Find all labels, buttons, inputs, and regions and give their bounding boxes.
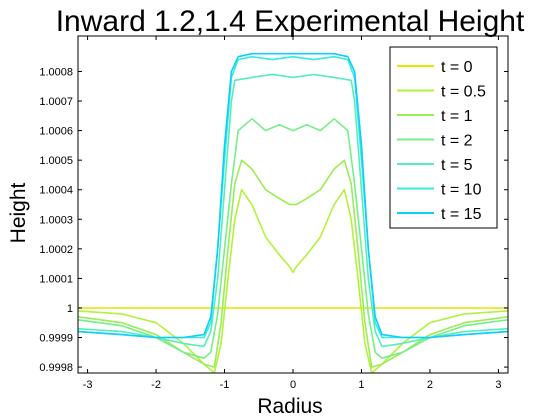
y-tick-label: 1.0005 bbox=[39, 155, 73, 167]
series-line-t-15 bbox=[78, 52, 508, 339]
x-tick-label: -1 bbox=[220, 379, 230, 391]
series-line-t-0-5 bbox=[78, 188, 508, 373]
y-axis-label: Height bbox=[7, 182, 30, 243]
y-tick-label: 1.0002 bbox=[39, 244, 73, 256]
x-axis-ticks: -3 -2 -1 0 1 2 3 bbox=[83, 36, 501, 391]
legend-label: t = 1 bbox=[441, 108, 473, 125]
legend-label: t = 0.5 bbox=[441, 84, 486, 101]
legend-label: t = 5 bbox=[441, 157, 473, 174]
series-layer bbox=[78, 52, 508, 373]
x-tick-label: 3 bbox=[495, 379, 501, 391]
y-axis-ticks: 0.9998 0.9999 1 1.0001 1.0002 1.0003 1.0004 1.0… bbox=[39, 66, 508, 374]
legend: t = 0 t = 0.5 t = 1 t = 2 t = 5 t = 10 t = 15 bbox=[389, 46, 498, 229]
x-tick-label: -3 bbox=[83, 379, 93, 391]
x-tick-label: 0 bbox=[290, 379, 296, 391]
legend-items: t = 0 t = 0.5 t = 1 t = 2 t = 5 t = 10 t = 15 bbox=[397, 59, 486, 223]
series-line-t-2 bbox=[78, 118, 508, 360]
y-tick-label: 0.9998 bbox=[39, 362, 73, 374]
x-axis-label: Radius bbox=[257, 395, 322, 418]
legend-label: t = 15 bbox=[441, 206, 482, 223]
x-tick-label: -2 bbox=[151, 379, 161, 391]
y-tick-label: 1.0006 bbox=[39, 126, 73, 138]
y-tick-label: 1.0008 bbox=[39, 66, 73, 78]
legend-label: t = 2 bbox=[441, 133, 473, 150]
series-line-t-5 bbox=[78, 73, 508, 348]
y-tick-label: 1.0001 bbox=[39, 273, 73, 285]
chart-title: Inward 1.2,1.4 Experimental Height bbox=[56, 5, 525, 38]
y-tick-label: 1.0004 bbox=[39, 185, 73, 197]
x-tick-label: 1 bbox=[358, 379, 364, 391]
series-line-t-1 bbox=[78, 159, 508, 368]
y-tick-label: 1 bbox=[67, 303, 73, 315]
y-tick-label: 0.9999 bbox=[39, 333, 73, 345]
legend-label: t = 10 bbox=[441, 182, 482, 199]
legend-label: t = 0 bbox=[441, 59, 473, 76]
legend-box bbox=[389, 46, 498, 229]
series-line-t-10 bbox=[78, 55, 508, 339]
y-tick-label: 1.0003 bbox=[39, 214, 73, 226]
y-tick-label: 1.0007 bbox=[39, 96, 73, 108]
x-tick-label: 2 bbox=[427, 379, 433, 391]
plot-area: -3 -2 -1 0 1 2 3 0.9998 0.9999 1 1.0001 1.0002 1.00… bbox=[39, 35, 509, 391]
